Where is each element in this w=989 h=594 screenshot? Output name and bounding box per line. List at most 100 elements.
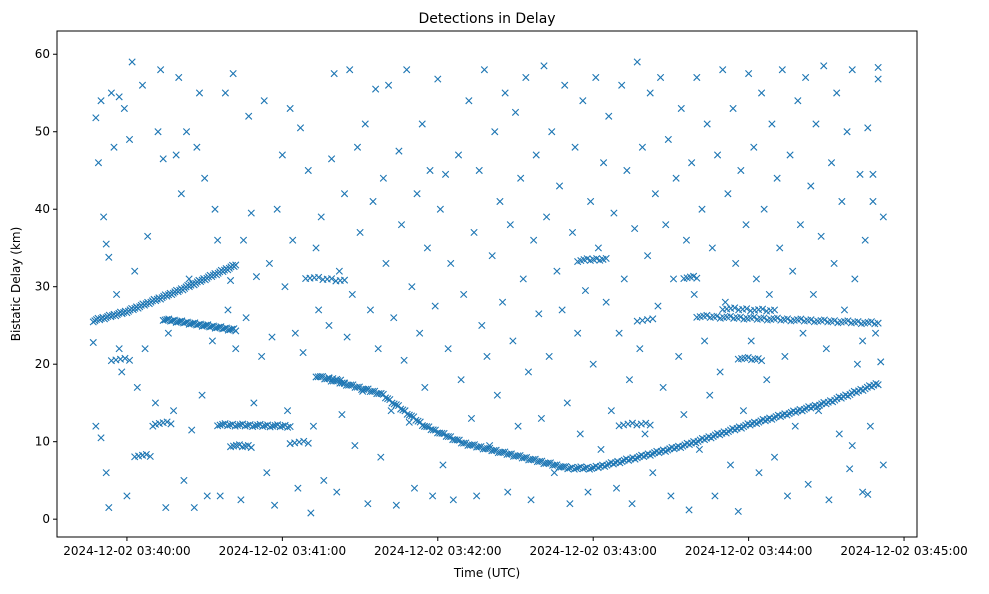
data-point xyxy=(755,469,763,477)
data-point xyxy=(115,93,123,101)
data-point xyxy=(102,240,110,248)
data-point xyxy=(807,316,815,324)
data-point xyxy=(654,302,662,310)
data-point xyxy=(115,345,123,353)
data-point xyxy=(830,317,839,325)
data-point xyxy=(731,304,739,312)
data-point xyxy=(690,290,698,299)
data-point xyxy=(548,128,556,136)
data-point xyxy=(234,421,242,430)
data-point xyxy=(224,422,232,430)
data-point xyxy=(400,356,408,364)
data-point xyxy=(426,166,434,175)
data-point xyxy=(529,455,537,464)
data-point xyxy=(505,450,513,458)
data-point xyxy=(581,464,589,472)
data-point xyxy=(346,66,354,74)
data-point xyxy=(216,421,224,429)
chart-title: Detections in Delay xyxy=(418,11,555,27)
data-point xyxy=(615,422,623,430)
data-point xyxy=(131,267,139,275)
data-point xyxy=(568,228,577,237)
data-point xyxy=(151,399,160,407)
data-point xyxy=(693,73,701,82)
data-point xyxy=(247,443,255,452)
data-point xyxy=(387,407,395,415)
data-point xyxy=(362,385,370,393)
data-point xyxy=(105,503,113,512)
data-point xyxy=(628,500,636,508)
data-point xyxy=(594,244,602,252)
data-point xyxy=(786,151,794,159)
data-point xyxy=(713,312,721,320)
data-point xyxy=(258,352,266,361)
data-point xyxy=(193,143,201,151)
data-point xyxy=(572,464,581,473)
data-point xyxy=(208,337,217,345)
data-point xyxy=(719,66,727,74)
data-point xyxy=(825,496,833,504)
data-point xyxy=(757,89,766,97)
x-tick-label: 2024-12-02 03:40:00 xyxy=(63,544,190,558)
data-point xyxy=(460,290,468,299)
data-point xyxy=(636,345,644,353)
data-point xyxy=(867,318,876,326)
data-point xyxy=(783,315,792,323)
data-point xyxy=(138,81,147,89)
data-point xyxy=(338,410,346,419)
data-point xyxy=(202,321,210,329)
data-point xyxy=(585,465,594,473)
data-point xyxy=(726,312,734,320)
data-point xyxy=(716,368,724,376)
x-tick-label: 2024-12-02 03:45:00 xyxy=(840,544,967,558)
data-point xyxy=(677,104,685,113)
data-point xyxy=(656,73,665,82)
data-point xyxy=(252,273,261,281)
data-point xyxy=(708,244,716,252)
x-axis: 2024-12-02 03:40:00 2024-12-02 03:41:00 20… xyxy=(63,537,968,558)
data-point xyxy=(545,352,553,361)
data-point xyxy=(778,66,786,74)
data-point xyxy=(619,421,628,429)
data-point xyxy=(807,182,815,190)
data-point xyxy=(804,480,812,488)
data-point xyxy=(228,325,236,333)
data-point xyxy=(768,120,776,128)
data-point xyxy=(615,329,623,337)
data-point xyxy=(260,97,268,105)
data-point xyxy=(794,97,802,105)
data-point xyxy=(284,423,292,431)
data-point xyxy=(765,290,773,299)
data-point xyxy=(309,422,318,430)
data-point xyxy=(333,488,341,496)
data-point xyxy=(343,333,351,341)
data-point xyxy=(317,213,325,221)
data-point xyxy=(869,197,877,206)
data-point xyxy=(250,399,258,407)
data-point xyxy=(743,305,751,313)
data-point xyxy=(555,182,564,190)
data-point xyxy=(353,143,362,151)
data-point xyxy=(194,320,203,329)
data-point xyxy=(689,272,698,280)
data-point xyxy=(278,151,286,159)
data-point xyxy=(97,97,105,105)
data-point xyxy=(142,450,150,459)
data-point xyxy=(224,306,232,314)
data-point xyxy=(504,488,512,496)
data-point xyxy=(607,407,615,415)
data-point xyxy=(214,236,222,244)
data-point xyxy=(770,453,779,461)
data-point xyxy=(848,441,856,450)
data-point xyxy=(605,112,613,120)
data-point xyxy=(176,317,184,325)
data-point xyxy=(232,345,240,353)
data-point xyxy=(483,352,491,361)
data-point xyxy=(797,315,805,323)
data-point xyxy=(498,298,507,306)
data-point xyxy=(468,441,476,449)
y-tick-label: 40 xyxy=(35,202,50,216)
data-point xyxy=(276,423,284,431)
data-point xyxy=(579,465,587,473)
